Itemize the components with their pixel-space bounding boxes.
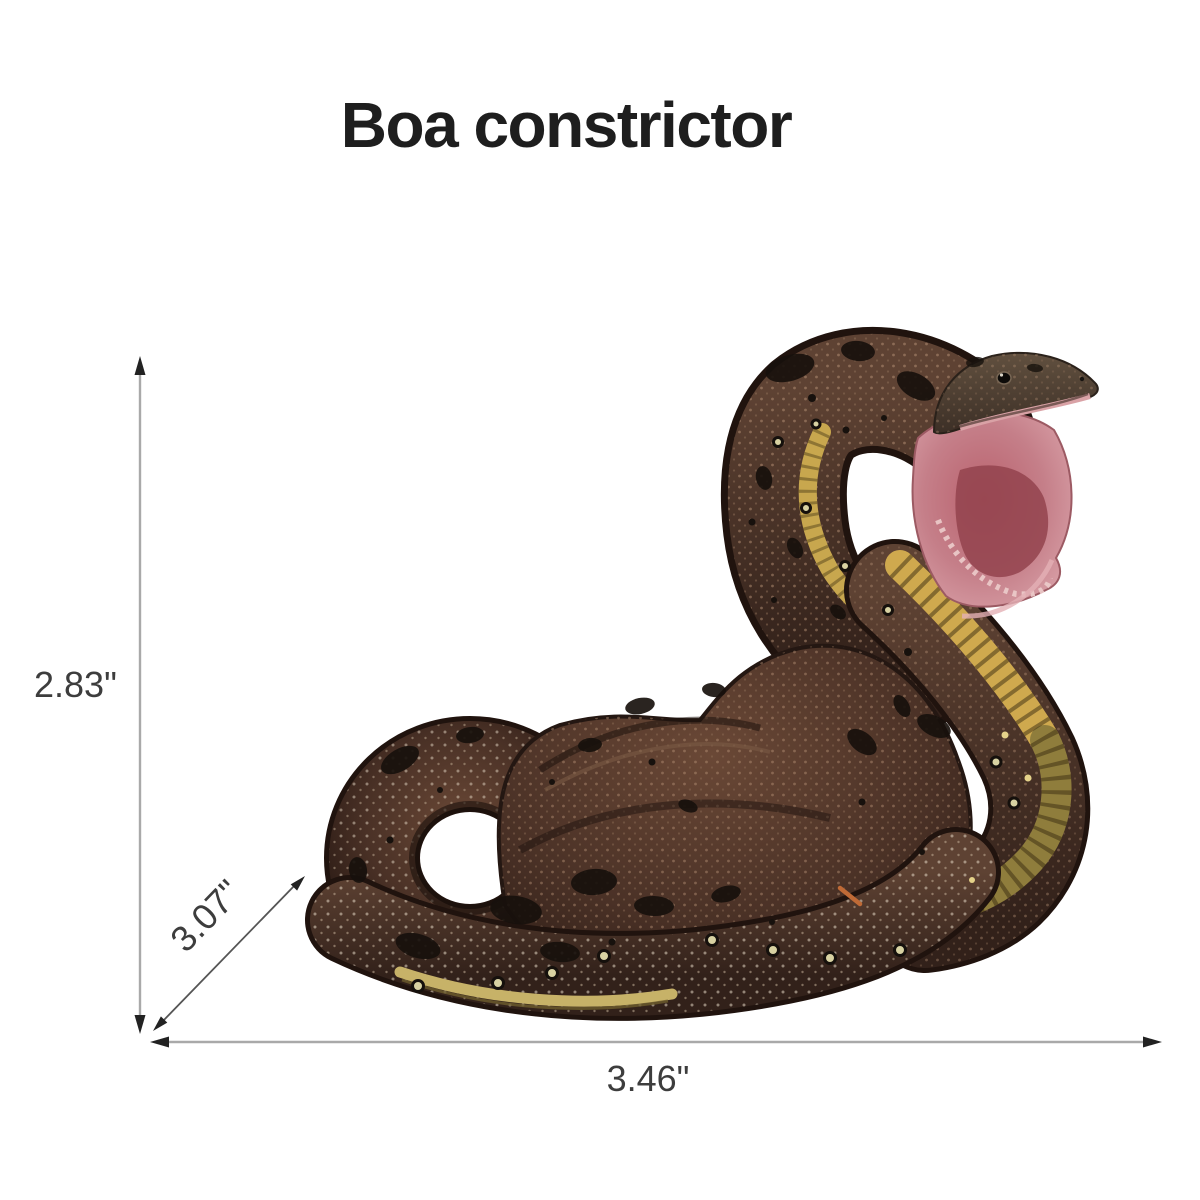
arrow-down-left-icon bbox=[153, 1016, 168, 1031]
nostril bbox=[1079, 376, 1085, 382]
arrow-down-icon bbox=[134, 1015, 146, 1034]
snake-eye bbox=[996, 371, 1012, 385]
width-dimension-line bbox=[150, 1036, 1162, 1048]
orange-paint-mark bbox=[837, 885, 863, 907]
snake-open-mouth bbox=[911, 410, 1073, 619]
belly-bottom-edge bbox=[394, 966, 678, 1010]
black-blotches bbox=[348, 340, 951, 963]
height-dimension-line bbox=[134, 356, 146, 1034]
depth-dimension-line bbox=[153, 876, 305, 1031]
arrow-left-icon bbox=[150, 1036, 169, 1048]
snake-front-coil bbox=[305, 827, 1001, 1021]
width-dimension-label: 3.46" bbox=[606, 1058, 690, 1099]
black-speckles bbox=[386, 394, 925, 946]
height-dimension-label: 2.83" bbox=[34, 664, 117, 705]
product-title: Boa constrictor bbox=[340, 89, 793, 161]
mouth-teeth-ridge bbox=[935, 518, 1053, 598]
dimension-lines bbox=[134, 356, 1162, 1048]
snake-head bbox=[932, 351, 1099, 435]
band-pale-dots bbox=[969, 731, 1032, 883]
arrow-right-icon bbox=[1143, 1036, 1162, 1048]
arrow-up-right-icon bbox=[290, 876, 305, 891]
arrow-up-icon bbox=[134, 356, 146, 375]
mouth-interior bbox=[955, 465, 1049, 578]
snake-figurine-illustration bbox=[305, 327, 1099, 1021]
cream-belly-dots bbox=[411, 418, 1021, 993]
